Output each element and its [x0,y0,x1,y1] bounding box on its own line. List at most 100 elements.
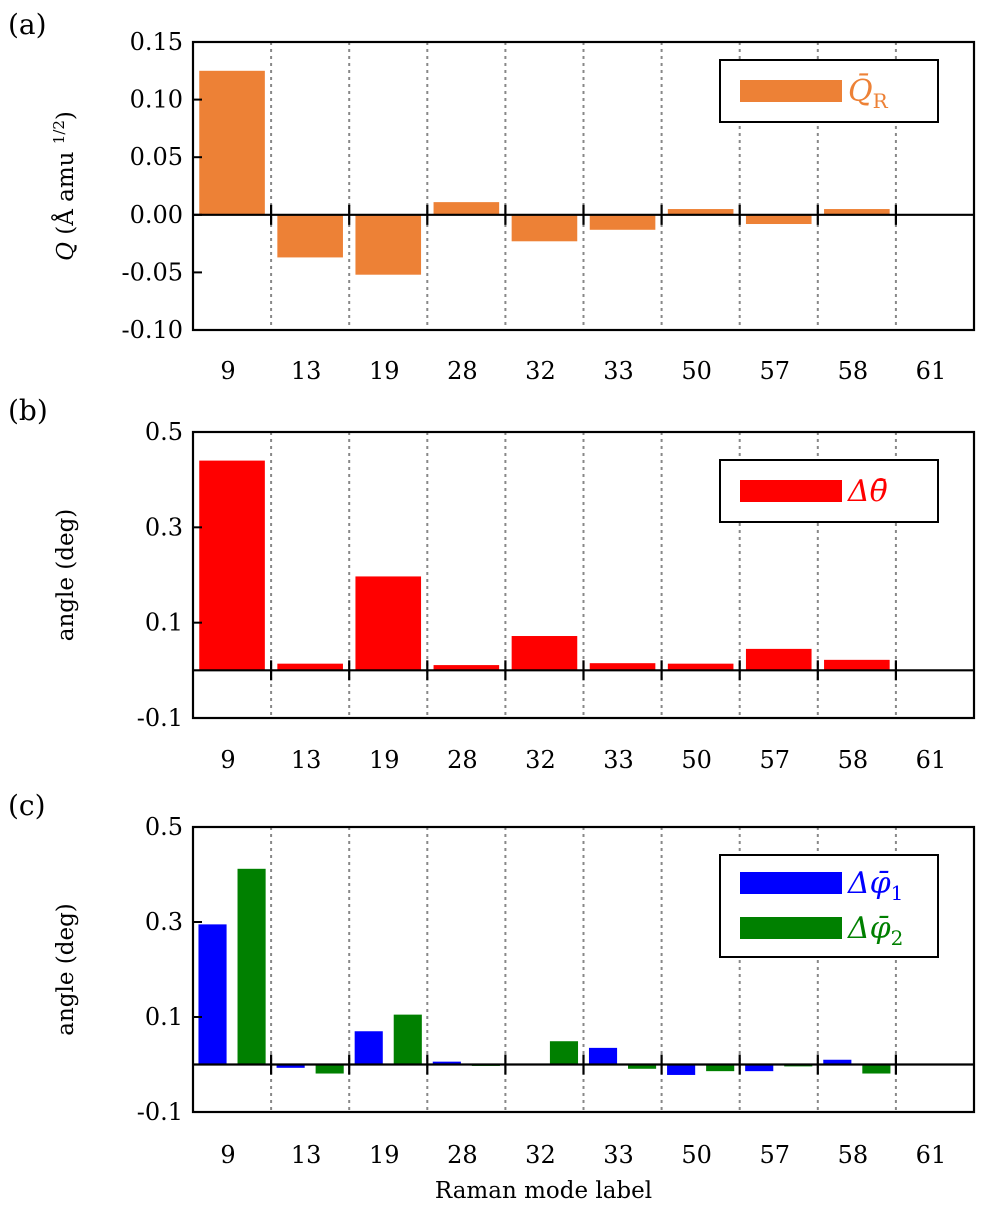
x-tick-label: 28 [447,1141,478,1169]
bar-Q̄R-28 [433,202,500,215]
bar-Δθ̄-33 [589,663,656,671]
bar-Q̄R-19 [355,214,422,275]
bar-Δφ̄1-9 [198,924,227,1065]
x-tick-label: 58 [838,746,869,774]
legend: Δφ̄1Δφ̄2 [719,854,939,958]
legend-swatch [740,872,842,894]
bar-Δφ̄2-32 [549,1041,579,1065]
legend-swatch [740,80,842,102]
bar-Q̄R-9 [199,70,265,215]
x-tick-label: 32 [525,746,556,774]
legend-label-subscript: 2 [891,926,904,950]
legend-swatch [740,480,842,502]
bar-Δφ̄1-57 [745,1064,774,1072]
panel-label: (a) [8,8,47,41]
x-tick-label: 58 [838,357,869,385]
bar-Δθ̄-28 [433,665,500,671]
bar-Δφ̄1-33 [588,1047,618,1065]
bar-Q̄R-57 [745,214,812,225]
legend-label: Δθ̄ [847,474,888,509]
panel-a: (a) 0.15 0.10 0.05 0.00 -0.05 -0.10 9 13 19 28 32 33… [8,8,976,385]
x-tick-label: 33 [603,357,634,385]
y-tick-label: 0.00 [130,201,183,229]
y-tick-label: 0.1 [145,1003,183,1031]
bar-Δφ̄1-28 [432,1061,461,1065]
y-axis-close: ) [53,111,79,120]
x-tick-label: 9 [220,357,235,385]
x-tick-label: 33 [603,1141,634,1169]
bar-Δφ̄1-13 [276,1064,305,1068]
x-tick-label: 33 [603,746,634,774]
panel-label: (b) [8,394,48,427]
bar-Δθ̄-19 [355,576,422,671]
x-tick-label: 9 [220,746,235,774]
x-tick-label: 28 [447,357,478,385]
y-tick-label: 0.5 [145,418,183,446]
x-tick-label: 19 [369,357,400,385]
bar-Δφ̄2-9 [237,868,266,1065]
y-axis-symbol: Q [53,235,79,261]
x-tick-label: 19 [369,1141,400,1169]
x-tick-label: 57 [759,357,790,385]
bar-Δθ̄-9 [199,460,265,671]
legend-label-subscript: R [873,89,889,113]
y-tick-label: 0.5 [145,813,183,841]
bar-Δφ̄2-19 [393,1014,422,1065]
x-tick-label: 61 [916,1141,947,1169]
x-tick-label: 32 [525,1141,556,1169]
legend-swatch [740,917,842,939]
y-tick-label: -0.05 [121,258,183,286]
x-axis-label: Raman mode label [435,1178,652,1204]
y-axis-label: angle (deg) [53,903,79,1036]
bar-Δθ̄-58 [824,659,890,671]
legend-box [719,854,939,958]
bar-Δθ̄-32 [511,636,578,671]
y-tick-label: -0.10 [121,316,183,344]
bar-Δφ̄1-58 [823,1059,852,1065]
x-tick-label: 13 [291,746,322,774]
y-axis-units: (Å amu [51,144,79,235]
y-tick-label: 0.3 [145,513,183,541]
panel-b: (b) 0.5 0.3 0.1 -0.1 9 13 19 28 32 33 50 57 58 61 angle… [8,394,976,774]
bar-Δφ̄2-58 [862,1064,891,1074]
y-tick-label: 0.3 [145,908,183,936]
y-tick-label: 0.15 [130,28,183,56]
legend: Q̄R [719,59,939,123]
x-tick-label: 13 [291,1141,322,1169]
bar-Δθ̄-13 [277,663,343,671]
legend-label: Δφ̄1 [847,866,903,905]
bar-Q̄R-58 [824,209,890,215]
x-tick-label: 50 [681,357,712,385]
y-tick-label: -0.1 [137,704,183,732]
x-tick-label: 50 [681,1141,712,1169]
y-axis-exponent: 1/2 [50,120,68,144]
bar-Q̄R-32 [511,214,578,242]
bar-Q̄R-33 [589,214,656,230]
x-tick-label: 32 [525,357,556,385]
y-axis-label: Q (Å amu 1/2) [50,111,79,261]
x-tick-label: 61 [916,357,947,385]
legend: Δθ̄ [719,459,939,523]
bar-Q̄R-50 [667,209,734,215]
panel-c: (c) 0.5 0.3 0.1 -0.1 9 13 19 28 32 33 50 57 58 61 angle… [8,789,976,1204]
plot-frame [191,40,976,332]
y-tick-label: -0.1 [137,1098,183,1126]
x-tick-label: 13 [291,357,322,385]
y-axis-label: angle (deg) [53,509,79,642]
x-tick-label: 9 [220,1141,235,1169]
x-tick-label: 50 [681,746,712,774]
bar-Q̄R-13 [277,214,343,258]
plot-frame [191,430,976,720]
x-tick-label: 28 [447,746,478,774]
y-tick-label: 0.10 [130,86,183,114]
y-tick-label: 0.1 [145,609,183,637]
bar-Δθ̄-50 [667,663,734,671]
legend-label-subscript: 1 [891,881,904,905]
y-tick-label: 0.05 [130,143,183,171]
x-tick-label: 57 [759,746,790,774]
bar-Δφ̄1-50 [667,1064,696,1075]
panel-label: (c) [8,789,46,822]
bar-Δφ̄2-50 [706,1064,735,1072]
bar-Δφ̄2-13 [315,1064,344,1074]
